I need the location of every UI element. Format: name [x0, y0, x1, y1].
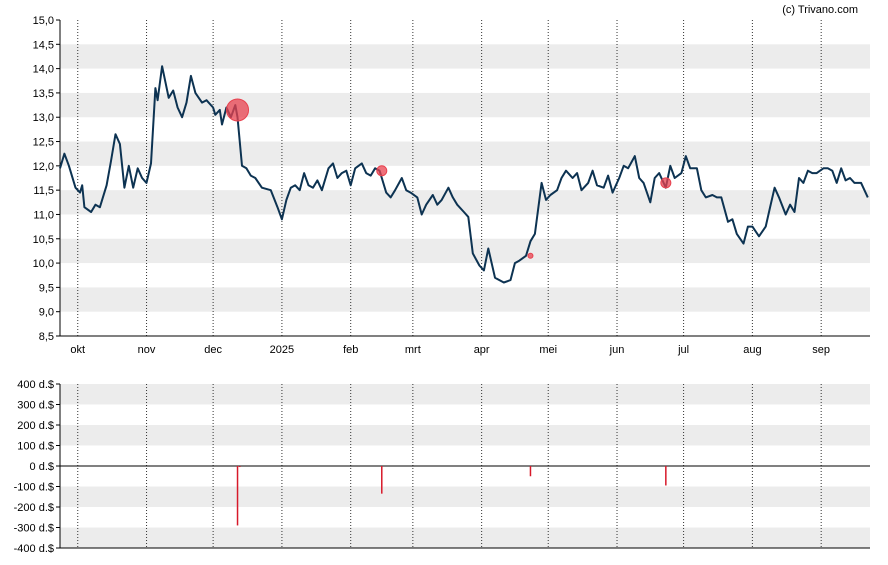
- x-tick-label: jun: [609, 344, 625, 356]
- y-tick-label: 11,0: [33, 209, 54, 221]
- y-tick-label: 13,5: [33, 88, 54, 100]
- y-tick-label: 12,0: [33, 161, 54, 173]
- y-tick-label: 14,0: [33, 64, 54, 76]
- transactions-y-tick-label: 0 d.$: [30, 461, 54, 473]
- y-tick-label: 12,5: [33, 137, 54, 149]
- transactions-grid-band: [60, 486, 870, 507]
- transactions-grid-band: [60, 384, 870, 405]
- y-tick-label: 14,5: [33, 39, 54, 51]
- price-grid-band: [60, 190, 870, 215]
- y-tick-label: 9,0: [39, 307, 54, 319]
- transactions-y-tick-label: 100 d.$: [17, 441, 54, 453]
- y-tick-label: 13,0: [33, 112, 54, 124]
- transactions-grid-band: [60, 425, 870, 446]
- y-tick-label: 10,0: [33, 258, 54, 270]
- price-grid-band: [60, 238, 870, 264]
- x-tick-label: okt: [70, 344, 85, 356]
- y-tick-label: 10,5: [33, 234, 54, 246]
- price-grid-band: [60, 287, 870, 312]
- transaction-marker[interactable]: [226, 98, 250, 122]
- transaction-marker[interactable]: [527, 252, 534, 259]
- price-grid-band: [60, 44, 870, 69]
- transactions-y-tick-label: 300 d.$: [17, 400, 54, 412]
- x-tick-label: nov: [138, 344, 156, 356]
- price-line: [59, 65, 869, 284]
- x-tick-label: feb: [343, 344, 358, 356]
- x-tick-label: mei: [539, 344, 557, 356]
- y-tick-label: 15,0: [33, 15, 54, 27]
- y-tick-label: 9,5: [39, 282, 54, 294]
- x-tick-label: 2025: [270, 344, 294, 356]
- transaction-marker[interactable]: [660, 177, 672, 189]
- transaction-marker[interactable]: [376, 165, 388, 177]
- x-tick-label: mrt: [405, 344, 421, 356]
- transactions-y-tick-label: -200 d.$: [14, 502, 54, 514]
- credit-text: (c) Trivano.com: [782, 4, 858, 16]
- y-tick-label: 11,5: [33, 185, 54, 197]
- transactions-y-tick-label: 200 d.$: [17, 420, 54, 432]
- transactions-y-tick-label: -400 d.$: [14, 543, 54, 555]
- y-tick-label: 8,5: [39, 331, 54, 343]
- x-tick-label: sep: [812, 344, 830, 356]
- transactions-y-tick-label: -100 d.$: [14, 482, 54, 494]
- x-tick-label: apr: [474, 344, 490, 356]
- price-grid-band: [60, 141, 870, 166]
- x-tick-label: aug: [743, 344, 761, 356]
- transactions-grid-band: [60, 527, 870, 548]
- x-tick-label: dec: [204, 344, 222, 356]
- transactions-y-tick-label: -300 d.$: [14, 523, 54, 535]
- transactions-y-tick-label: 400 d.$: [17, 379, 54, 391]
- price-grid-band: [60, 92, 870, 118]
- x-tick-label: jul: [677, 344, 689, 356]
